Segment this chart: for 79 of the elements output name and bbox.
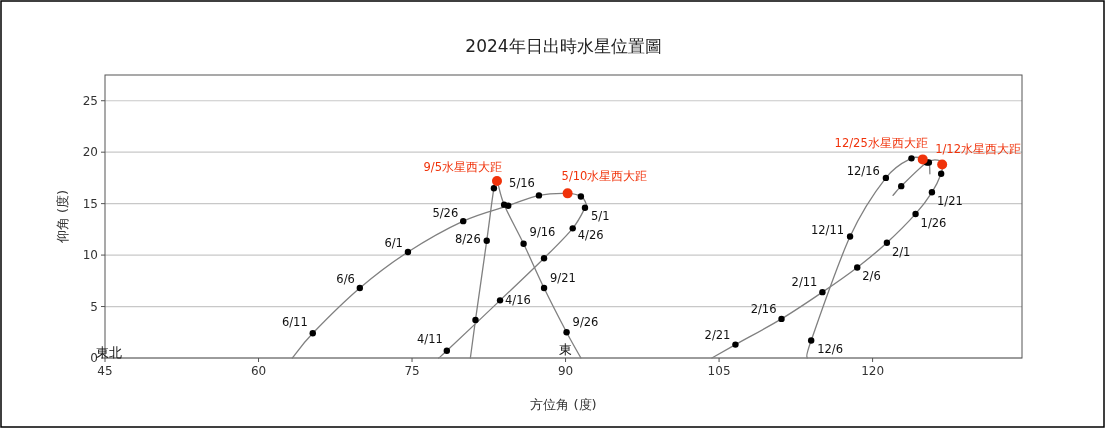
annotation: 12/16 <box>846 163 880 178</box>
point <box>854 264 861 271</box>
annotation: 2/21 <box>704 327 731 342</box>
point <box>443 347 451 354</box>
y-tick-label: 25 <box>82 93 98 108</box>
series-label: 5/10水星西大距 <box>561 169 648 184</box>
point <box>490 185 498 192</box>
point <box>917 154 928 165</box>
annotation: 東 <box>559 342 573 357</box>
annotation: 6/11 <box>281 315 308 330</box>
point <box>912 210 919 218</box>
point <box>540 254 548 262</box>
point <box>540 284 548 292</box>
point <box>535 192 543 199</box>
point <box>491 176 502 186</box>
point <box>496 297 504 304</box>
annotation: 4/16 <box>505 293 531 308</box>
point <box>569 225 576 232</box>
point <box>562 188 573 199</box>
point <box>937 159 948 170</box>
annotation: 9/16 <box>529 224 556 239</box>
annotation: 2/1 <box>891 244 911 259</box>
point <box>581 204 589 211</box>
x-tick-label: 120 <box>861 364 885 378</box>
point <box>928 189 936 196</box>
y-axis-title: 仰角 (度) <box>55 189 70 244</box>
annotation: 1/26 <box>920 215 947 230</box>
annotation: 5/16 <box>509 176 535 191</box>
point <box>778 315 785 323</box>
point <box>500 201 508 208</box>
chart-title: 2024年日出時水星位置圖 <box>465 36 662 56</box>
point <box>520 240 527 247</box>
annotation: 2/16 <box>750 301 777 316</box>
annotation: 12/6 <box>817 341 843 356</box>
x-tick-label: 45 <box>97 364 113 378</box>
point <box>882 174 890 182</box>
point <box>483 237 490 244</box>
point <box>819 288 826 296</box>
point <box>846 233 854 240</box>
point <box>404 248 412 256</box>
y-tick-label: 0 <box>90 351 98 365</box>
annotation: 8/26 <box>454 231 481 246</box>
point <box>937 170 945 177</box>
annotation: 東北 <box>96 345 122 360</box>
annotation: 12/11 <box>810 222 845 237</box>
point <box>807 337 815 344</box>
annotation: 4/26 <box>577 228 604 243</box>
y-tick-label: 10 <box>82 248 98 263</box>
point <box>908 155 915 162</box>
annotation: 5/1 <box>590 208 610 223</box>
annotation: 2/11 <box>791 275 818 290</box>
annotation: 2/6 <box>862 269 881 284</box>
point <box>883 239 891 246</box>
x-tick-label: 75 <box>404 364 420 378</box>
x-axis-title: 方位角 (度) <box>530 397 597 412</box>
x-tick-label: 60 <box>250 364 267 378</box>
y-tick-label: 15 <box>82 196 98 211</box>
point <box>732 341 739 348</box>
annotation: 6/6 <box>336 272 355 287</box>
x-tick-label: 105 <box>707 364 731 378</box>
point <box>577 193 585 200</box>
y-tick-label: 20 <box>82 145 98 160</box>
annotation: 9/21 <box>550 271 576 286</box>
annotation: 5/26 <box>432 206 459 221</box>
annotation: 4/11 <box>417 331 443 346</box>
series-label: 9/5水星西大距 <box>423 160 502 174</box>
series-label: 1/12水星西大距 <box>935 141 1021 156</box>
point <box>309 330 316 337</box>
annotation: 9/26 <box>572 315 599 330</box>
annotation: 6/1 <box>384 236 403 250</box>
point <box>356 284 364 292</box>
series-label: 12/25水星西大距 <box>834 136 928 151</box>
annotation: 1/21 <box>936 194 963 209</box>
point <box>472 316 479 324</box>
point <box>460 217 467 225</box>
point <box>563 329 570 336</box>
y-tick-label: 5 <box>90 299 98 314</box>
x-tick-label: 90 <box>557 364 574 378</box>
point <box>898 182 905 190</box>
